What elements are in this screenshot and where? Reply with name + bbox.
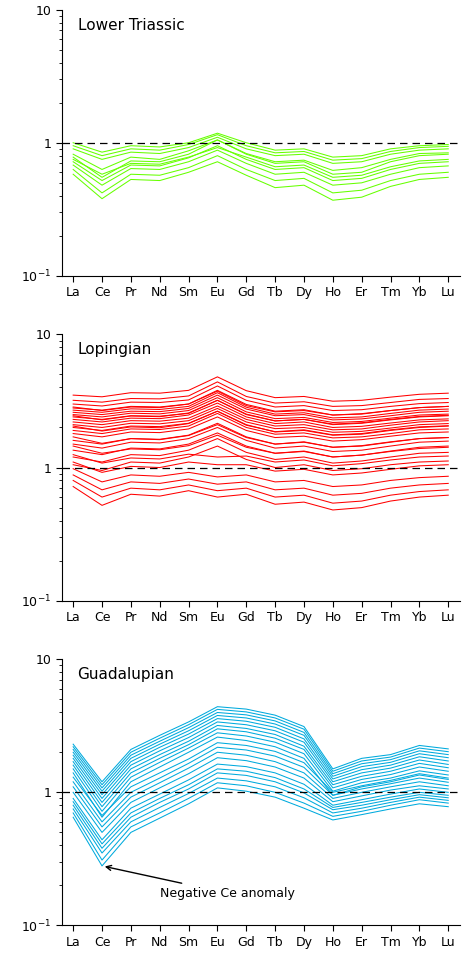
Text: Guadalupian: Guadalupian — [78, 667, 174, 683]
Text: Lower Triassic: Lower Triassic — [78, 17, 184, 33]
Text: Lopingian: Lopingian — [78, 342, 152, 358]
Text: Negative Ce anomaly: Negative Ce anomaly — [106, 866, 295, 899]
